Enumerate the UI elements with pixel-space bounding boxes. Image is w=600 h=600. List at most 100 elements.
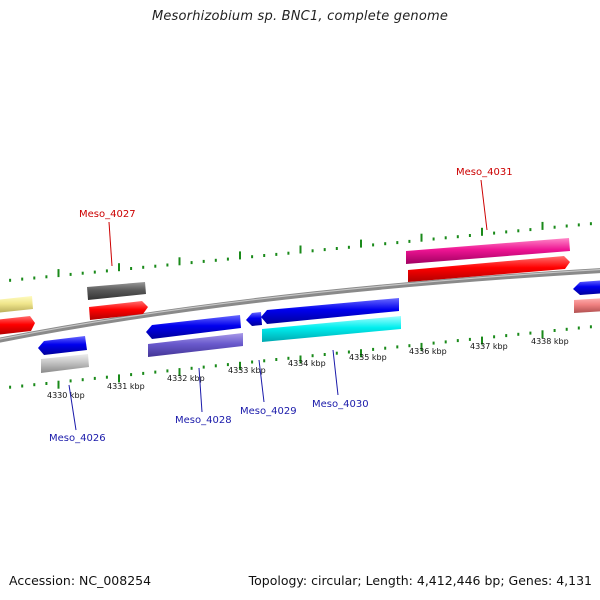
minor-tick-mark xyxy=(408,344,411,348)
genome-backbone-highlight xyxy=(0,268,600,340)
tick-label: 4334 kbp xyxy=(288,359,326,368)
gene-labels: Meso_4027 Meso_4031 Meso_4026 Meso_4028 … xyxy=(49,167,513,444)
gene-yellow-left[interactable] xyxy=(0,296,33,313)
minor-tick-mark xyxy=(311,249,314,253)
gene-label-meso-4026[interactable]: Meso_4026 xyxy=(49,433,106,444)
minor-tick-mark xyxy=(444,340,447,344)
major-tick-mark xyxy=(481,227,483,236)
minor-tick-mark xyxy=(347,350,350,354)
minor-tick-mark xyxy=(21,384,24,388)
gene-meso-4027-dark[interactable] xyxy=(87,282,146,300)
minor-tick-mark xyxy=(577,223,580,227)
major-tick-mark xyxy=(420,233,423,242)
minor-tick-mark xyxy=(396,241,399,245)
gene-meso-4028-purple[interactable] xyxy=(148,333,243,357)
minor-tick-mark xyxy=(45,275,48,279)
minor-tick-mark xyxy=(226,363,229,367)
gene-meso-4028-blue[interactable] xyxy=(146,315,241,339)
major-tick-mark xyxy=(360,349,362,358)
gene-meso-4027-red[interactable] xyxy=(89,301,148,320)
minor-tick-mark xyxy=(130,373,133,377)
minor-tick-mark xyxy=(517,332,520,336)
major-tick-mark xyxy=(239,361,241,370)
minor-tick-mark xyxy=(263,254,266,257)
minor-tick-mark xyxy=(69,272,72,276)
gene-label-meso-4030[interactable]: Meso_4030 xyxy=(312,399,369,410)
minor-tick-mark xyxy=(529,331,532,335)
gene-meso-4026-blue[interactable] xyxy=(38,336,87,355)
minor-tick-mark xyxy=(553,225,556,229)
gene-meso-4030-cyan[interactable] xyxy=(262,316,401,342)
major-tick-mark xyxy=(541,330,544,339)
minor-tick-mark xyxy=(130,267,133,270)
gene-meso-4030-blue[interactable] xyxy=(261,298,399,324)
minor-tick-mark xyxy=(202,259,205,263)
leader-line-meso-4026 xyxy=(68,384,77,431)
inner-tick-rail xyxy=(9,325,592,389)
leader-line-meso-4029 xyxy=(258,359,265,403)
gene-right-blue[interactable] xyxy=(573,280,600,295)
minor-tick-mark xyxy=(565,224,568,228)
minor-tick-mark xyxy=(323,248,326,252)
minor-tick-mark xyxy=(444,236,447,240)
leader-line-meso-4028 xyxy=(198,367,203,413)
minor-tick-mark xyxy=(456,339,459,343)
minor-tick-mark xyxy=(396,345,399,349)
map-title: Mesorhizobium sp. BNC1, complete genome xyxy=(151,9,449,24)
major-tick-mark xyxy=(118,374,120,383)
minor-tick-mark xyxy=(553,329,556,332)
tick-label: 4335 kbp xyxy=(349,353,387,362)
gene-label-meso-4029[interactable]: Meso_4029 xyxy=(240,406,297,417)
major-tick-mark xyxy=(239,251,241,260)
gene-meso-4029-blue[interactable] xyxy=(246,312,262,326)
minor-tick-mark xyxy=(335,247,338,250)
gene-meso-4031-red[interactable] xyxy=(408,256,570,282)
minor-tick-mark xyxy=(493,231,496,235)
minor-tick-mark xyxy=(493,335,496,339)
major-tick-mark xyxy=(178,257,181,266)
minor-tick-mark xyxy=(275,358,278,361)
minor-tick-mark xyxy=(323,353,326,356)
major-tick-mark xyxy=(178,368,181,377)
minor-tick-mark xyxy=(154,370,157,374)
gene-red-left[interactable] xyxy=(0,316,35,335)
tick-label: 4338 kbp xyxy=(531,337,569,346)
gene-right-salmon[interactable] xyxy=(574,298,600,313)
tick-label: 4332 kbp xyxy=(167,374,205,383)
gene-label-meso-4028[interactable]: Meso_4028 xyxy=(175,415,232,426)
minor-tick-mark xyxy=(9,385,12,389)
leader-line-meso-4030 xyxy=(332,349,339,396)
minor-tick-mark xyxy=(166,369,169,373)
minor-tick-mark xyxy=(384,346,387,350)
minor-tick-mark xyxy=(33,276,36,280)
major-tick-mark xyxy=(541,221,544,230)
gene-meso-4026-gray[interactable] xyxy=(41,354,89,373)
minor-tick-mark xyxy=(251,255,254,259)
minor-tick-mark xyxy=(372,347,375,351)
genome-backbone xyxy=(0,268,600,343)
minor-tick-mark xyxy=(335,351,338,355)
leader-line-meso-4027 xyxy=(108,221,113,267)
minor-tick-mark xyxy=(142,371,145,375)
position-tick-labels: 4330 kbp 4331 kbp 4332 kbp 4333 kbp 4334… xyxy=(47,337,569,400)
minor-tick-mark xyxy=(275,252,278,256)
forward-strand-genes xyxy=(0,238,570,335)
major-tick-mark xyxy=(299,355,302,364)
minor-tick-mark xyxy=(190,366,193,370)
major-tick-mark xyxy=(57,380,60,389)
gene-label-meso-4027[interactable]: Meso_4027 xyxy=(79,209,136,220)
major-tick-mark xyxy=(118,263,120,272)
gene-meso-4031-pink[interactable] xyxy=(406,238,570,264)
minor-tick-mark xyxy=(21,277,24,281)
major-tick-mark xyxy=(481,336,483,345)
minor-tick-mark xyxy=(69,379,72,383)
minor-tick-mark xyxy=(589,325,592,329)
gene-label-meso-4031[interactable]: Meso_4031 xyxy=(456,167,513,178)
minor-tick-mark xyxy=(432,237,435,241)
tick-label: 4331 kbp xyxy=(107,382,145,391)
tick-label: 4333 kbp xyxy=(228,366,266,375)
major-tick-mark xyxy=(360,239,362,248)
minor-tick-mark xyxy=(33,383,36,387)
minor-tick-mark xyxy=(347,245,350,249)
